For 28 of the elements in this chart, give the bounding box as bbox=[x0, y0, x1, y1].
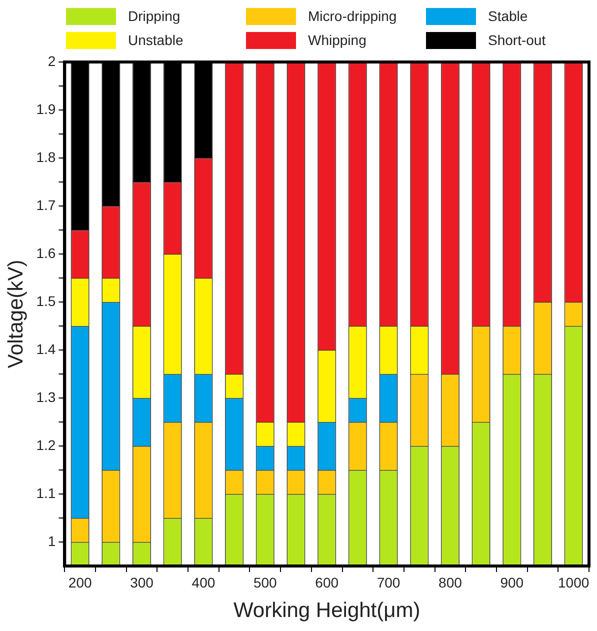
x-tick-label: 500 bbox=[253, 574, 278, 590]
y-tick-label: 1.5 bbox=[36, 292, 56, 309]
legend-label: Stable bbox=[488, 8, 528, 24]
y-tick-label: 2 bbox=[48, 52, 56, 69]
x-tick-label: 300 bbox=[130, 574, 154, 590]
legend-label: Short-out bbox=[488, 32, 546, 48]
x-tick-label: 200 bbox=[68, 574, 92, 590]
legend-label: Unstable bbox=[128, 32, 184, 48]
y-tick-label: 1.3 bbox=[36, 388, 56, 405]
y-tick-label: 1.2 bbox=[36, 436, 56, 453]
y-tick-label: 1.7 bbox=[36, 196, 56, 213]
legend-label: Micro-dripping bbox=[308, 8, 397, 24]
y-tick-label: 1.1 bbox=[36, 484, 56, 501]
x-tick-label: 700 bbox=[376, 574, 400, 590]
y-tick-label: 1.6 bbox=[36, 244, 56, 261]
y-axis-title: Voltage(kV) bbox=[4, 260, 28, 368]
legend-label: Dripping bbox=[128, 8, 180, 24]
y-tick-label: 1.9 bbox=[36, 100, 56, 117]
x-tick-label: 600 bbox=[315, 574, 339, 590]
x-tick-label: 900 bbox=[500, 574, 524, 590]
y-tick-label: 1.4 bbox=[36, 340, 56, 357]
y-tick-label: 1.8 bbox=[36, 148, 56, 165]
legend-label: Whipping bbox=[308, 32, 366, 48]
x-tick-label: 400 bbox=[192, 574, 216, 590]
y-tick-label: 1 bbox=[48, 532, 56, 549]
x-tick-label: 800 bbox=[438, 574, 462, 590]
x-tick-label: 1000 bbox=[558, 574, 590, 590]
x-axis-title: Working Height(μm) bbox=[233, 599, 420, 622]
